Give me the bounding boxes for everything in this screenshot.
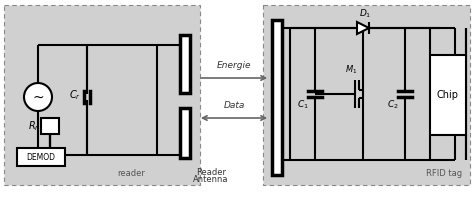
Text: reader: reader — [117, 169, 145, 178]
Bar — [430, 55, 466, 135]
Circle shape — [24, 83, 52, 111]
Text: Data: Data — [223, 101, 245, 110]
Text: $C_2$: $C_2$ — [387, 98, 399, 110]
Text: Antenna: Antenna — [193, 175, 229, 184]
Bar — [17, 148, 65, 166]
Text: $D_1$: $D_1$ — [359, 8, 371, 20]
Text: Chip: Chip — [437, 90, 459, 100]
Text: $C_r$: $C_r$ — [69, 88, 81, 102]
FancyBboxPatch shape — [263, 5, 470, 185]
Text: $M_1$: $M_1$ — [345, 64, 357, 76]
Text: Energie: Energie — [217, 61, 251, 70]
FancyBboxPatch shape — [4, 5, 200, 185]
Bar — [41, 118, 59, 134]
Bar — [180, 108, 190, 158]
Text: ~: ~ — [32, 91, 44, 105]
Text: $R_r$: $R_r$ — [28, 119, 40, 133]
Text: $C_1$: $C_1$ — [297, 98, 309, 110]
Text: DEMOD: DEMOD — [27, 152, 55, 162]
Text: RFID tag: RFID tag — [426, 169, 462, 178]
Text: Reader: Reader — [196, 168, 226, 177]
Polygon shape — [357, 22, 369, 34]
Bar — [180, 35, 190, 93]
Bar — [272, 20, 282, 175]
